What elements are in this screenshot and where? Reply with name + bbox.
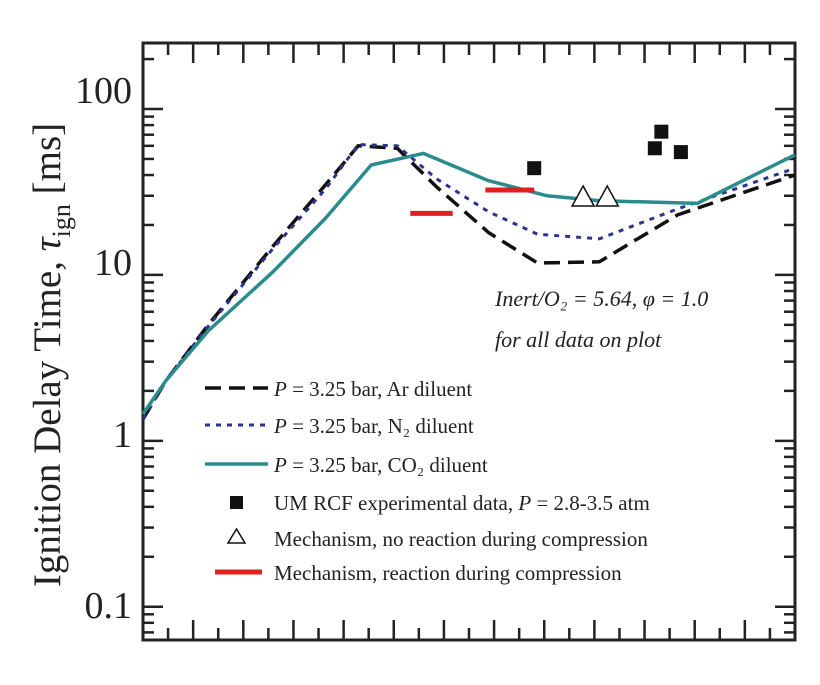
y-axis-label-units: [ms] [26,123,69,204]
y-axis-label: Ignition Delay Time, τign [ms] [26,123,76,587]
legend-marker-experimental [230,496,243,509]
mechanism-no-reaction-point [570,184,596,207]
experimental-point [654,124,669,139]
legend-entry-mechanism-no-reaction: Mechanism, no reaction during compressio… [274,527,648,551]
annotation-ratio: Inert/O₂ = 5.64, φ = 1.0 [494,286,708,311]
legend-entry-co2: P = 3.25 bar, CO₂ diluent [273,453,488,477]
y-tick-label-1: 1 [113,414,132,456]
legend-var-experimental: P [517,491,531,515]
y-tick-label-10: 10 [94,242,132,284]
legend-text2-experimental: = 2.8-3.5 atm [531,491,650,515]
legend-text-n2: = 3.25 bar, N₂ diluent [287,414,474,438]
mechanism-no-reaction-point [594,184,620,207]
legend-entry-mechanism-reaction: Mechanism, reaction during compression [274,561,622,585]
legend-var-co2: P [273,453,287,477]
legend-text-experimental: UM RCF experimental data, [274,491,518,515]
legend-entry-n2: P = 3.25 bar, N₂ diluent [273,414,474,438]
series-line-ar [141,144,796,421]
legend-entry-experimental: UM RCF experimental data, P = 2.8-3.5 at… [274,491,650,515]
y-axis-label-subscript: ign [47,204,76,237]
legend-var-ar: P [273,377,287,401]
annotation-scope: for all data on plot [495,327,662,352]
legend-var-n2: P [273,414,287,438]
legend-entry-ar: P = 3.25 bar, Ar diluent [273,377,472,401]
experimental-point [673,145,688,160]
legend-text-ar: = 3.25 bar, Ar diluent [287,377,473,401]
series-line-co2 [141,151,796,415]
legend-text-co2: = 3.25 bar, CO₂ diluent [287,453,488,477]
legend-marker-mechanism-no-reaction [226,527,247,544]
legend: P = 3.25 bar, Ar diluent P = 3.25 bar, N… [205,377,650,585]
y-axis-label-main: Ignition Delay Time, [26,251,69,587]
series-line-n2 [141,143,796,420]
y-axis-label-symbol: τ [26,235,69,251]
y-tick-label-100: 100 [75,70,132,112]
experimental-point [527,161,542,176]
y-tick-label-0.1: 0.1 [85,585,133,627]
experimental-point [647,141,662,156]
